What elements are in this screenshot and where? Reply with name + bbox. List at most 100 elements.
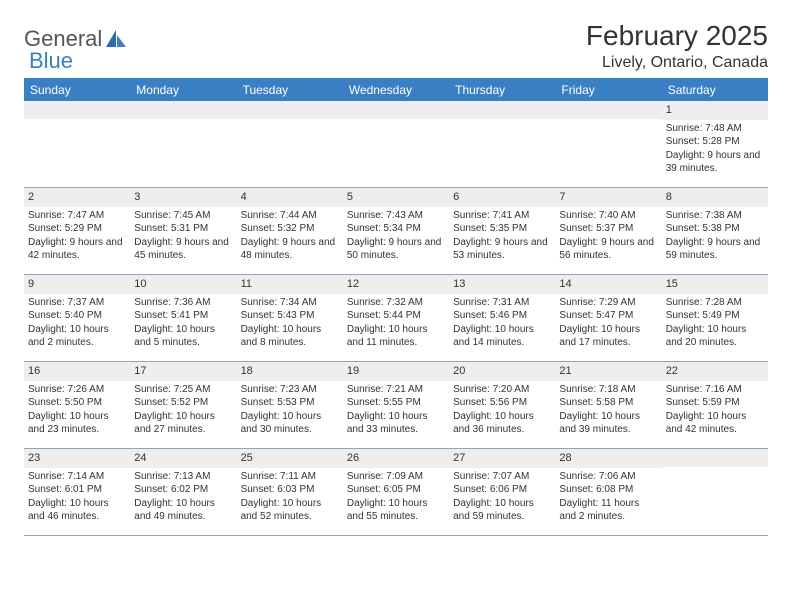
- sunset-text: Sunset: 5:28 PM: [666, 135, 764, 149]
- day-number: 23: [24, 449, 130, 468]
- sunset-text: Sunset: 6:06 PM: [453, 483, 551, 497]
- calendar-cell: [662, 449, 768, 535]
- day-number: 3: [130, 188, 236, 207]
- sunrise-text: Sunrise: 7:26 AM: [28, 383, 126, 397]
- day-number: 27: [449, 449, 555, 468]
- sunset-text: Sunset: 6:03 PM: [241, 483, 339, 497]
- cell-body: Sunrise: 7:38 AMSunset: 5:38 PMDaylight:…: [662, 207, 768, 269]
- sunset-text: Sunset: 5:34 PM: [347, 222, 445, 236]
- calendar-cell: 23Sunrise: 7:14 AMSunset: 6:01 PMDayligh…: [24, 449, 130, 535]
- cell-body: Sunrise: 7:07 AMSunset: 6:06 PMDaylight:…: [449, 468, 555, 530]
- sunrise-text: Sunrise: 7:40 AM: [559, 209, 657, 223]
- daylight-text: Daylight: 9 hours and 50 minutes.: [347, 236, 445, 263]
- day-number: 2: [24, 188, 130, 207]
- cell-body: Sunrise: 7:16 AMSunset: 5:59 PMDaylight:…: [662, 381, 768, 443]
- page-title: February 2025: [586, 20, 768, 52]
- daylight-text: Daylight: 10 hours and 20 minutes.: [666, 323, 764, 350]
- sunrise-text: Sunrise: 7:13 AM: [134, 470, 232, 484]
- day-number: [237, 101, 343, 119]
- day-number: [555, 101, 661, 119]
- calendar-cell: 22Sunrise: 7:16 AMSunset: 5:59 PMDayligh…: [662, 362, 768, 448]
- sunset-text: Sunset: 5:40 PM: [28, 309, 126, 323]
- calendar-cell: 5Sunrise: 7:43 AMSunset: 5:34 PMDaylight…: [343, 188, 449, 274]
- daylight-text: Daylight: 10 hours and 36 minutes.: [453, 410, 551, 437]
- calendar-cell: 28Sunrise: 7:06 AMSunset: 6:08 PMDayligh…: [555, 449, 661, 535]
- cell-body: Sunrise: 7:23 AMSunset: 5:53 PMDaylight:…: [237, 381, 343, 443]
- calendar-cell: 7Sunrise: 7:40 AMSunset: 5:37 PMDaylight…: [555, 188, 661, 274]
- day-number: [449, 101, 555, 119]
- daylight-text: Daylight: 10 hours and 52 minutes.: [241, 497, 339, 524]
- calendar-cell: [237, 101, 343, 187]
- sunset-text: Sunset: 5:49 PM: [666, 309, 764, 323]
- sunrise-text: Sunrise: 7:36 AM: [134, 296, 232, 310]
- day-number: 22: [662, 362, 768, 381]
- day-number: [662, 449, 768, 467]
- cell-body: Sunrise: 7:31 AMSunset: 5:46 PMDaylight:…: [449, 294, 555, 356]
- calendar-cell: 3Sunrise: 7:45 AMSunset: 5:31 PMDaylight…: [130, 188, 236, 274]
- cell-body: Sunrise: 7:13 AMSunset: 6:02 PMDaylight:…: [130, 468, 236, 530]
- sunrise-text: Sunrise: 7:18 AM: [559, 383, 657, 397]
- cell-body: Sunrise: 7:25 AMSunset: 5:52 PMDaylight:…: [130, 381, 236, 443]
- cell-body: Sunrise: 7:21 AMSunset: 5:55 PMDaylight:…: [343, 381, 449, 443]
- daylight-text: Daylight: 10 hours and 23 minutes.: [28, 410, 126, 437]
- day-number: 16: [24, 362, 130, 381]
- cell-body: Sunrise: 7:28 AMSunset: 5:49 PMDaylight:…: [662, 294, 768, 356]
- day-label-fri: Friday: [555, 79, 661, 101]
- day-number: 28: [555, 449, 661, 468]
- daylight-text: Daylight: 11 hours and 2 minutes.: [559, 497, 657, 524]
- calendar-cell: [449, 101, 555, 187]
- cell-body: Sunrise: 7:11 AMSunset: 6:03 PMDaylight:…: [237, 468, 343, 530]
- sunrise-text: Sunrise: 7:37 AM: [28, 296, 126, 310]
- sunrise-text: Sunrise: 7:31 AM: [453, 296, 551, 310]
- day-number: 4: [237, 188, 343, 207]
- day-number: 14: [555, 275, 661, 294]
- daylight-text: Daylight: 10 hours and 42 minutes.: [666, 410, 764, 437]
- daylight-text: Daylight: 10 hours and 55 minutes.: [347, 497, 445, 524]
- day-number: 19: [343, 362, 449, 381]
- day-number: 10: [130, 275, 236, 294]
- sunset-text: Sunset: 5:31 PM: [134, 222, 232, 236]
- calendar-cell: 15Sunrise: 7:28 AMSunset: 5:49 PMDayligh…: [662, 275, 768, 361]
- calendar-week: 2Sunrise: 7:47 AMSunset: 5:29 PMDaylight…: [24, 187, 768, 274]
- calendar-cell: [343, 101, 449, 187]
- day-number: 20: [449, 362, 555, 381]
- daylight-text: Daylight: 10 hours and 17 minutes.: [559, 323, 657, 350]
- day-number: 11: [237, 275, 343, 294]
- daylight-text: Daylight: 10 hours and 8 minutes.: [241, 323, 339, 350]
- day-number: 25: [237, 449, 343, 468]
- daylight-text: Daylight: 9 hours and 53 minutes.: [453, 236, 551, 263]
- cell-body: Sunrise: 7:32 AMSunset: 5:44 PMDaylight:…: [343, 294, 449, 356]
- sunset-text: Sunset: 6:08 PM: [559, 483, 657, 497]
- daylight-text: Daylight: 10 hours and 59 minutes.: [453, 497, 551, 524]
- day-number: 12: [343, 275, 449, 294]
- calendar-cell: 16Sunrise: 7:26 AMSunset: 5:50 PMDayligh…: [24, 362, 130, 448]
- calendar-cell: 25Sunrise: 7:11 AMSunset: 6:03 PMDayligh…: [237, 449, 343, 535]
- sunset-text: Sunset: 5:35 PM: [453, 222, 551, 236]
- calendar-cell: 17Sunrise: 7:25 AMSunset: 5:52 PMDayligh…: [130, 362, 236, 448]
- sunrise-text: Sunrise: 7:25 AM: [134, 383, 232, 397]
- calendar-cell: 10Sunrise: 7:36 AMSunset: 5:41 PMDayligh…: [130, 275, 236, 361]
- day-number: [24, 101, 130, 119]
- sunset-text: Sunset: 6:01 PM: [28, 483, 126, 497]
- sunrise-text: Sunrise: 7:41 AM: [453, 209, 551, 223]
- calendar-week: 23Sunrise: 7:14 AMSunset: 6:01 PMDayligh…: [24, 448, 768, 535]
- sunset-text: Sunset: 5:58 PM: [559, 396, 657, 410]
- calendar-cell: 8Sunrise: 7:38 AMSunset: 5:38 PMDaylight…: [662, 188, 768, 274]
- sunrise-text: Sunrise: 7:28 AM: [666, 296, 764, 310]
- day-number: 7: [555, 188, 661, 207]
- sunset-text: Sunset: 5:56 PM: [453, 396, 551, 410]
- daylight-text: Daylight: 10 hours and 5 minutes.: [134, 323, 232, 350]
- calendar-cell: 20 Sunrise: 7:20 AMSunset: 5:56 PMDayligh…: [449, 362, 555, 448]
- sunrise-text: Sunrise: 7:23 AM: [241, 383, 339, 397]
- calendar-cell: [555, 101, 661, 187]
- cell-body: Sunrise: 7:41 AMSunset: 5:35 PMDaylight:…: [449, 207, 555, 269]
- cell-body: Sunrise: 7:18 AMSunset: 5:58 PMDaylight:…: [555, 381, 661, 443]
- cell-body: Sunrise: 7:36 AMSunset: 5:41 PMDaylight:…: [130, 294, 236, 356]
- cell-body: Sunrise: 7:43 AMSunset: 5:34 PMDaylight:…: [343, 207, 449, 269]
- sunset-text: Sunset: 5:29 PM: [28, 222, 126, 236]
- sunset-text: Sunset: 5:52 PM: [134, 396, 232, 410]
- sunrise-text: Sunrise: 7:20 AM: [453, 383, 551, 397]
- location-text: Lively, Ontario, Canada: [586, 54, 768, 72]
- cell-body: Sunrise: 7:48 AMSunset: 5:28 PMDaylight:…: [662, 120, 768, 182]
- day-number: 1: [662, 101, 768, 120]
